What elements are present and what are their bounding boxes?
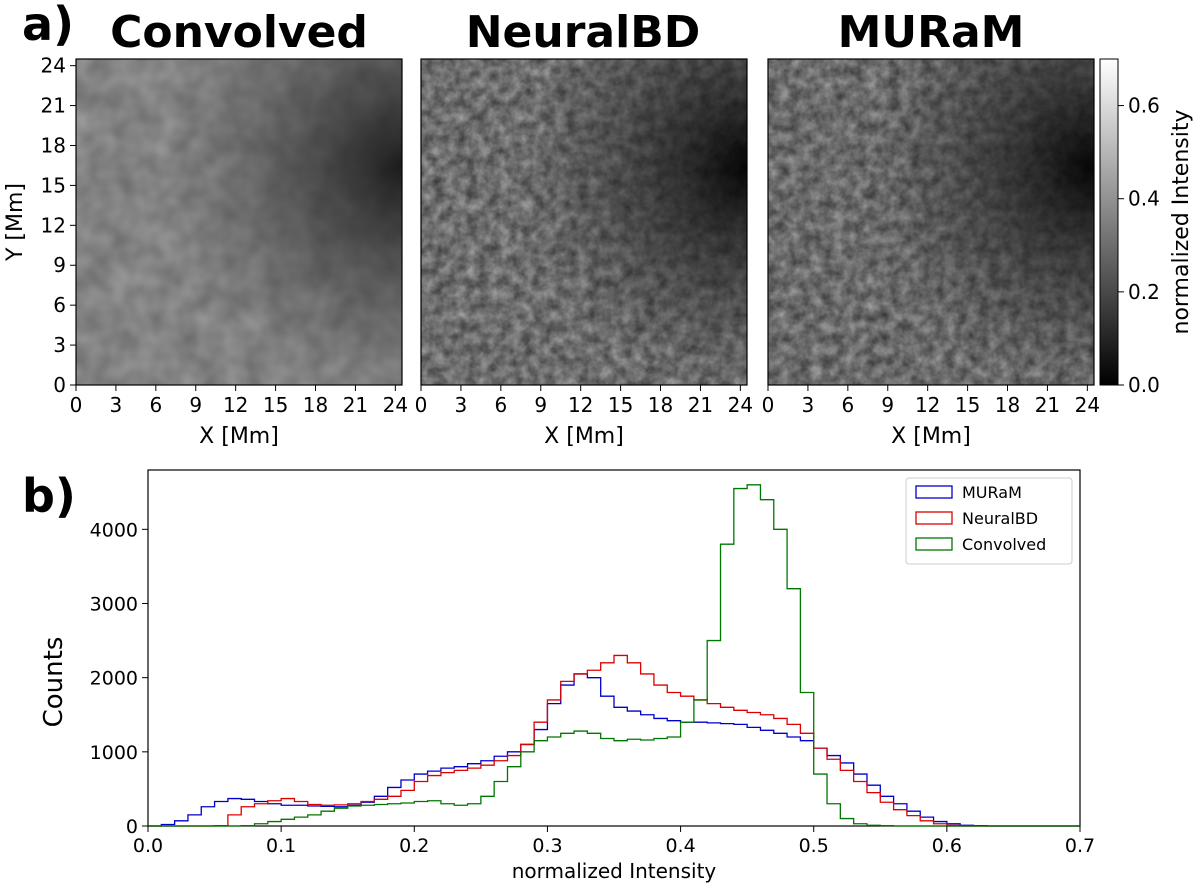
hist-xtick-label: 0.6 — [932, 835, 962, 857]
image-xtick-label: 24 — [1075, 393, 1100, 417]
image-xtick-label: 6 — [494, 393, 507, 417]
colorbar-tick-label: 0.4 — [1128, 187, 1160, 211]
legend-swatch-muram — [915, 485, 953, 499]
hist-xtick-label: 0.1 — [266, 835, 296, 857]
hist-ytick-label: 0 — [126, 816, 138, 838]
image-xtick-label: 15 — [263, 393, 288, 417]
image-ytick-label: 15 — [41, 173, 66, 197]
hist-xtick-label: 0.5 — [799, 835, 829, 857]
panel-a-label: a) — [22, 0, 74, 51]
colorbar: 0.0 0.2 0.4 0.6 normalized Intensity — [1099, 58, 1194, 397]
hist-ytick-label: 3000 — [90, 594, 138, 616]
colorbar-tick-label: 0.2 — [1128, 280, 1160, 304]
image-xtick-label: 9 — [881, 393, 894, 417]
image-xtick-label: 12 — [223, 393, 248, 417]
image-xtick-label: 21 — [1035, 393, 1060, 417]
legend-label-convolved: Convolved — [962, 535, 1046, 554]
hist-xtick-label: 0.7 — [1065, 835, 1095, 857]
image-xtick-label: 6 — [149, 393, 162, 417]
histogram-chart: 0.0 0.1 0.2 0.3 0.4 0.5 0.6 0.7 0 1000 2000 3000 400… — [39, 469, 1095, 883]
image-xlabel-1: X [Mm] — [199, 424, 279, 449]
image-xtick-label: 12 — [568, 393, 593, 417]
image-xtick-label: 6 — [841, 393, 854, 417]
image-xtick-label: 12 — [915, 393, 940, 417]
hist-xtick-label: 0.0 — [133, 835, 163, 857]
image-convolved — [75, 58, 403, 386]
hist-xtick-label: 0.2 — [399, 835, 429, 857]
image-xtick-label: 21 — [343, 393, 368, 417]
hist-ylabel: Counts — [39, 637, 69, 728]
image-xtick-label: 15 — [955, 393, 980, 417]
image-xtick-label: 18 — [303, 393, 328, 417]
panel-b-label: b) — [22, 469, 76, 523]
image-xtick-label: 0 — [70, 393, 83, 417]
colorbar-label: normalized Intensity — [1169, 110, 1194, 335]
image-xtick-label: 24 — [728, 393, 753, 417]
legend-swatch-convolved — [915, 537, 953, 551]
image-muram — [767, 58, 1095, 386]
series-neuralbd — [148, 654, 1080, 827]
image-ylabel: Y [Mm] — [3, 183, 28, 262]
image-xtick-label: 15 — [608, 393, 633, 417]
image-xtick-label: 3 — [802, 393, 815, 417]
image-xlabel-3: X [Mm] — [891, 424, 971, 449]
image-xtick-label: 18 — [995, 393, 1020, 417]
image-xtick-label: 3 — [110, 393, 123, 417]
hist-xtick-label: 0.3 — [532, 835, 562, 857]
image-xtick-label: 0 — [415, 393, 428, 417]
title-muram: MURaM — [838, 7, 1025, 58]
hist-ytick-label: 4000 — [90, 519, 138, 541]
image-ytick-label: 9 — [53, 253, 66, 277]
image-xlabel-2: X [Mm] — [544, 424, 624, 449]
image-xtick-label: 9 — [189, 393, 202, 417]
image-ytick-label: 0 — [53, 373, 66, 397]
image-xtick-label: 21 — [688, 393, 713, 417]
series-muram — [148, 673, 1080, 827]
image-ytick-label: 3 — [53, 333, 66, 357]
image-xtick-label: 24 — [383, 393, 408, 417]
legend-label-neuralbd: NeuralBD — [962, 509, 1038, 528]
title-convolved: Convolved — [110, 7, 368, 58]
hist-ytick-label: 1000 — [90, 742, 138, 764]
hist-xtick-label: 0.4 — [665, 835, 695, 857]
legend-swatch-neuralbd — [915, 511, 953, 525]
image-xtick-label: 0 — [762, 393, 775, 417]
image-xtick-label: 9 — [534, 393, 547, 417]
series-convolved — [148, 484, 1080, 827]
hist-ytick-label: 2000 — [90, 668, 138, 690]
colorbar-tick-label: 0.0 — [1128, 373, 1160, 397]
image-xtick-label: 3 — [455, 393, 468, 417]
image-neuralbd — [420, 58, 748, 386]
title-neuralbd: NeuralBD — [466, 7, 701, 58]
legend-label-muram: MURaM — [962, 483, 1022, 502]
colorbar-tick-label: 0.6 — [1128, 94, 1160, 118]
legend: MURaM NeuralBD Convolved — [905, 477, 1073, 565]
hist-xlabel: normalized Intensity — [512, 859, 717, 883]
image-ytick-label: 12 — [41, 213, 66, 237]
image-xtick-label: 18 — [648, 393, 673, 417]
image-ytick-label: 6 — [53, 293, 66, 317]
image-ytick-label: 24 — [41, 54, 66, 78]
image-ytick-label: 18 — [41, 133, 66, 157]
image-ytick-label: 21 — [41, 94, 66, 118]
